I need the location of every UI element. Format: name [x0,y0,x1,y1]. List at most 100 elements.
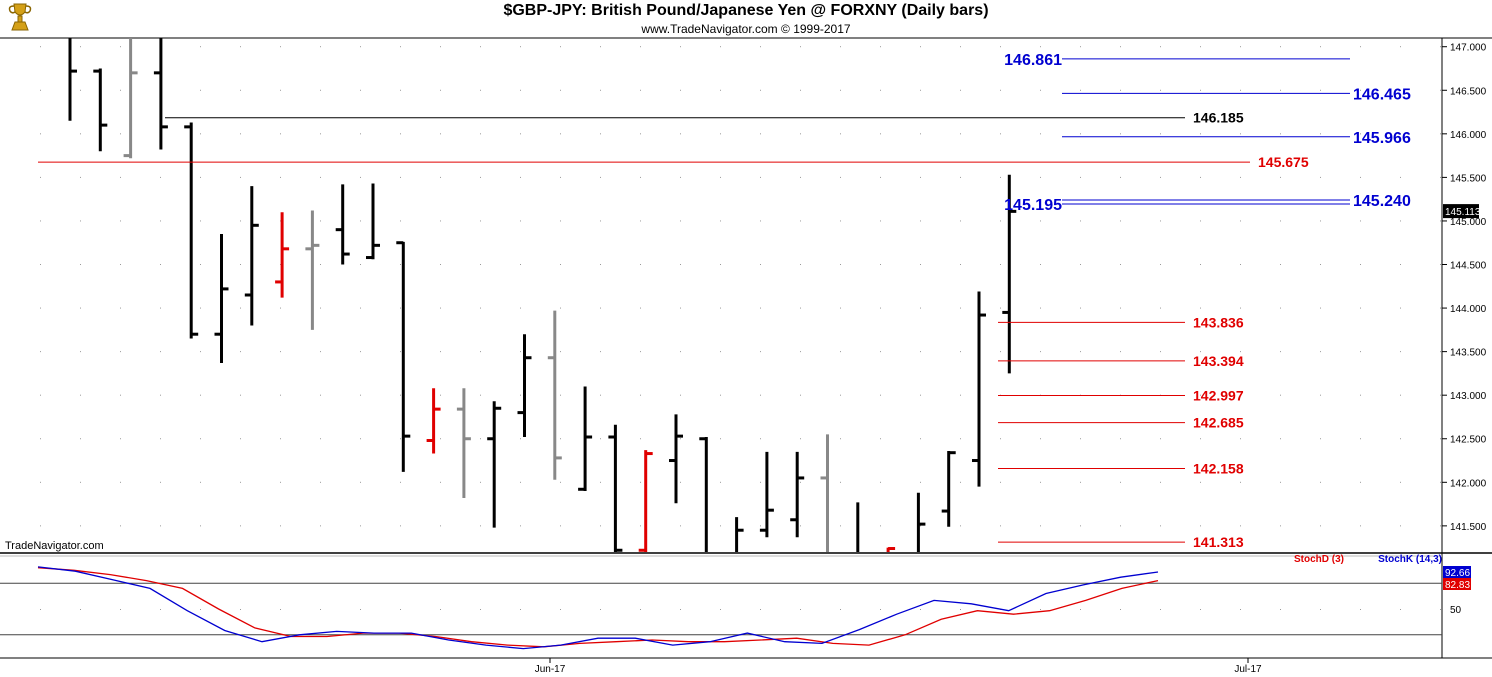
grid-dot [1040,481,1041,483]
grid-dot [1400,394,1401,396]
grid-dot [1440,89,1441,91]
grid-dot [1160,307,1161,309]
grid-dot [160,307,161,309]
ohlc-bar [916,492,926,552]
grid-dot [680,525,681,527]
grid-dot [1200,307,1201,309]
grid-dot [320,264,321,266]
grid-dot [80,525,81,527]
grid-dot [40,394,41,396]
x-tick-label: Jun-17 [535,664,566,675]
grid-dot [1160,525,1161,527]
grid-dot [600,89,601,91]
grid-dot [1400,307,1401,309]
grid-dot [960,133,961,135]
grid-dot [120,220,121,222]
y-tick-label: 143.500 [1450,348,1487,359]
grid-dot [920,438,921,440]
grid-dot [800,89,801,91]
grid-dot [920,46,921,48]
stoch-k-value-box [1443,566,1471,578]
level-label: 145.195 [1004,197,1062,214]
grid-dot [440,438,441,440]
ohlc-bar [305,210,320,330]
grid-dot [1160,609,1161,610]
grid-dot [1240,481,1241,483]
grid-dot [320,609,321,610]
grid-dot [560,46,561,48]
grid-dot [960,264,961,266]
grid-dot [560,220,561,222]
grid-dot [1080,307,1081,309]
grid-dot [1280,438,1281,440]
grid-dot [240,438,241,440]
grid-dot [440,307,441,309]
grid-dot [840,176,841,178]
grid-dot [400,438,401,440]
grid-dot [400,394,401,396]
grid-dot [720,609,721,610]
grid-dot [600,307,601,309]
grid-dot [200,481,201,483]
grid-dot [80,394,81,396]
grid-dot [920,176,921,178]
grid-dot [1360,220,1361,222]
grid-dot [1400,264,1401,266]
grid-dot [1400,481,1401,483]
grid-dot [880,220,881,222]
grid-dot [360,481,361,483]
grid-dot [1240,307,1241,309]
grid-dot [1000,133,1001,135]
grid-dot [840,609,841,610]
level-label: 142.158 [1193,461,1244,477]
grid-dot [360,133,361,135]
grid-dot [880,481,881,483]
grid-dot [1080,351,1081,353]
grid-dot [1280,351,1281,353]
grid-dot [1000,525,1001,527]
y-tick-label: 145.500 [1450,173,1487,184]
grid-dot [1240,89,1241,91]
grid-dot [40,46,41,48]
grid-dot [680,394,681,396]
grid-dot [520,220,521,222]
grid-dot [800,481,801,483]
grid-dot [880,176,881,178]
grid-dot [1200,438,1201,440]
grid-dot [360,89,361,91]
grid-dot [880,609,881,610]
grid-dot [1280,89,1281,91]
grid-dot [1000,220,1001,222]
grid-dot [1120,438,1121,440]
grid-dot [920,609,921,610]
grid-dot [1320,176,1321,178]
grid-dot [1040,133,1041,135]
grid-dot [1000,46,1001,48]
grid-dot [400,307,401,309]
grid-dot [120,394,121,396]
ohlc-bar [93,68,108,152]
grid-dot [40,264,41,266]
level-label: 145.966 [1353,130,1411,147]
ohlc-bar [275,212,290,298]
grid-dot [440,351,441,353]
grid-dot [480,481,481,483]
grid-dot [600,525,601,527]
ohlc-bar [547,310,562,480]
grid-dot [1120,176,1121,178]
grid-dot [200,46,201,48]
grid-dot [280,89,281,91]
grid-dot [320,220,321,222]
grid-dot [200,351,201,353]
grid-dot [600,351,601,353]
grid-dot [1240,220,1241,222]
grid-dot [1320,220,1321,222]
grid-dot [40,609,41,610]
grid-dot [1120,46,1121,48]
grid-dot [360,46,361,48]
grid-dot [880,438,881,440]
grid-dot [280,438,281,440]
y-tick-label: 144.500 [1450,261,1487,272]
grid-dot [520,351,521,353]
